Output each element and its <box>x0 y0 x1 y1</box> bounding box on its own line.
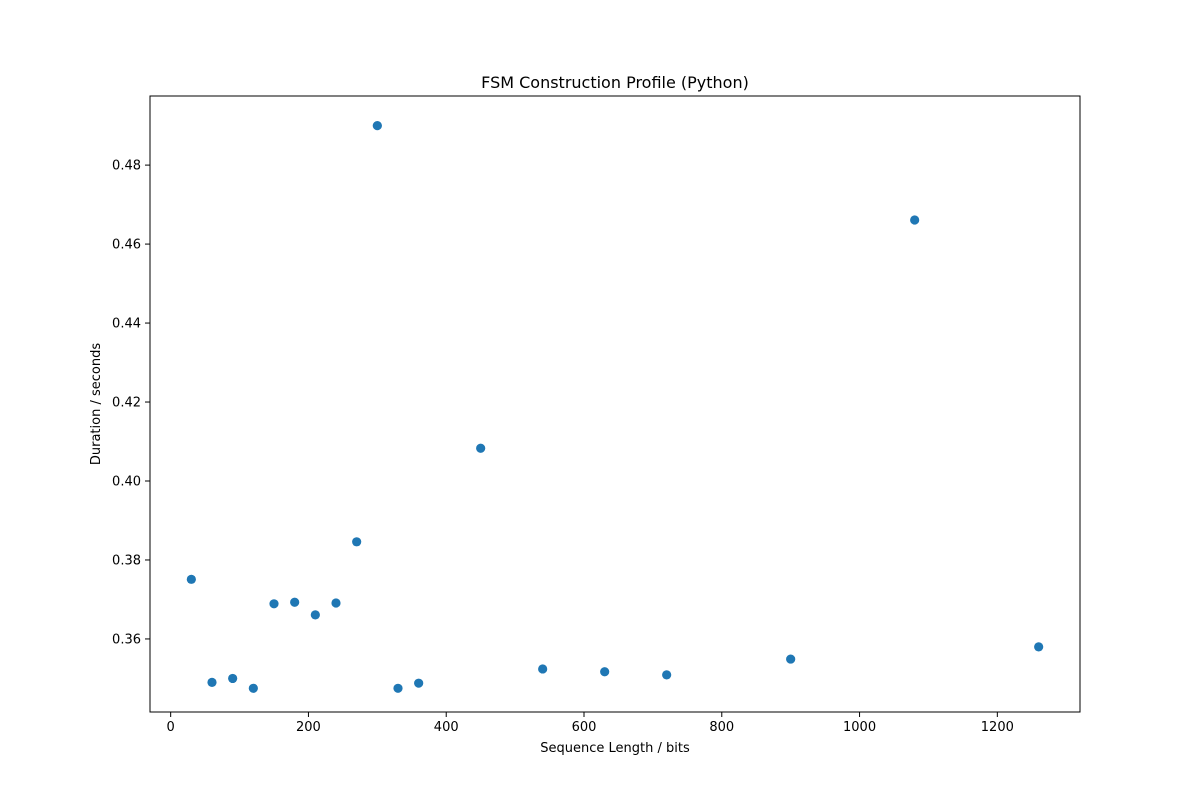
data-point <box>372 121 382 131</box>
x-axis-label: Sequence Length / bits <box>540 741 690 756</box>
data-point <box>186 574 196 584</box>
axis-ticks: 0 200 400 600 800 1000 1200 0.36 0.38 0.40 0.42 0.4… <box>112 159 1014 735</box>
x-tick-label: 1000 <box>843 720 876 735</box>
x-tick-label: 600 <box>572 720 597 735</box>
y-tick-label: 0.44 <box>112 317 141 332</box>
data-point <box>538 664 548 674</box>
data-point <box>476 443 486 453</box>
data-point <box>662 670 672 680</box>
y-tick-label: 0.38 <box>112 553 141 568</box>
x-tick-label: 200 <box>296 720 321 735</box>
data-point <box>248 683 258 693</box>
y-tick-label: 0.46 <box>112 238 141 253</box>
data-point <box>786 654 796 664</box>
y-axis-label: Duration / seconds <box>89 343 104 465</box>
x-tick-label: 1200 <box>981 720 1014 735</box>
y-tick-label: 0.40 <box>112 475 141 490</box>
data-point <box>207 677 217 687</box>
y-tick-label: 0.36 <box>112 632 141 647</box>
plot-frame <box>149 95 1081 713</box>
scatter-points <box>186 121 1044 693</box>
data-point <box>269 599 279 609</box>
data-point <box>910 215 920 225</box>
y-tick-label: 0.48 <box>112 159 141 174</box>
chart-title: FSM Construction Profile (Python) <box>481 73 749 92</box>
data-point <box>290 597 300 607</box>
data-point <box>228 673 238 684</box>
x-tick-label: 0 <box>167 720 175 735</box>
data-point <box>414 678 424 688</box>
data-point <box>1034 642 1044 652</box>
x-tick-label: 800 <box>709 720 734 735</box>
data-point <box>393 683 403 693</box>
data-point <box>331 598 341 608</box>
data-point <box>600 667 610 677</box>
data-point <box>352 537 362 547</box>
data-point <box>310 610 320 620</box>
y-tick-label: 0.42 <box>112 396 141 411</box>
x-tick-label: 400 <box>434 720 459 735</box>
